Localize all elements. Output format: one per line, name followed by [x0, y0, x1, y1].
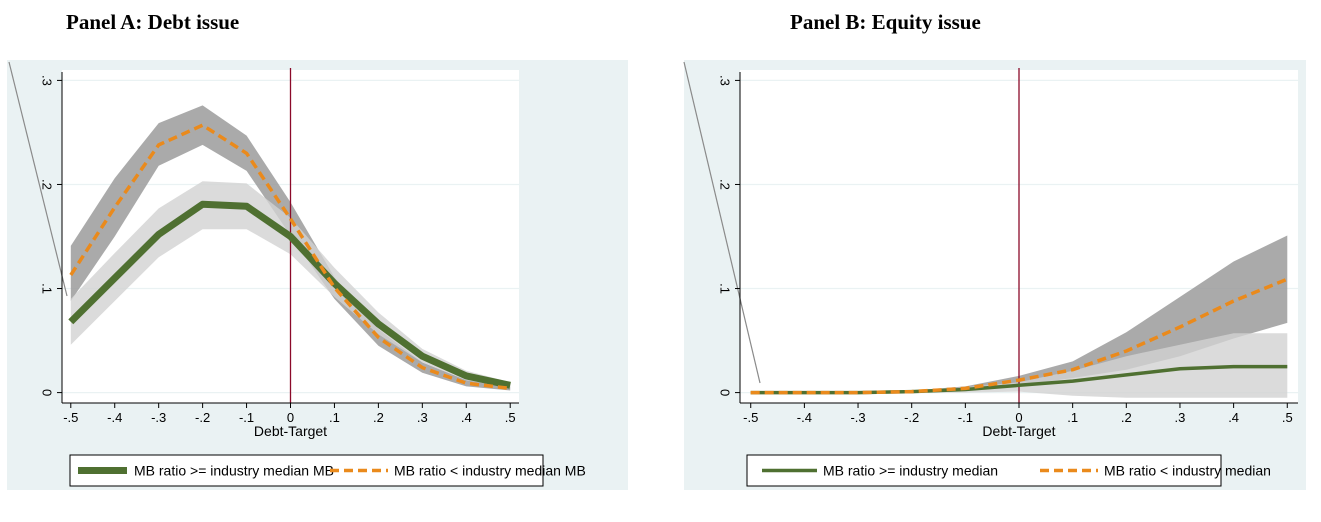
- y-tick-label: .2: [718, 179, 733, 190]
- panel-b-chart: 0 .1 .2 .3 -.5 -.4 -.3 -.2 -.1 0 .1 .2 .3 .4 .5 Debt-Ta…: [683, 60, 1306, 490]
- x-tick-label: -.4: [107, 410, 122, 425]
- x-tick-label: .5: [505, 410, 516, 425]
- x-tick-label: 0: [1015, 410, 1022, 425]
- x-tick-label: -.1: [239, 410, 254, 425]
- legend-label-high-mb: MB ratio >= industry median: [823, 463, 998, 479]
- x-tick-label: -.3: [850, 410, 865, 425]
- x-tick-label: .4: [461, 410, 472, 425]
- diagonal-line: [8, 61, 68, 297]
- x-tick-label: .3: [1175, 410, 1186, 425]
- x-tick-label: -.1: [958, 410, 973, 425]
- x-tick-label: 0: [287, 410, 294, 425]
- y-tick-label: 0: [718, 389, 733, 396]
- x-tick-label: .2: [373, 410, 384, 425]
- x-tick-label: -.2: [904, 410, 919, 425]
- panel-a-title: Panel A: Debt issue: [66, 10, 240, 34]
- y-tick-label: .1: [40, 283, 55, 294]
- x-tick-label: .4: [1228, 410, 1239, 425]
- panel-a-chart: 0 .1 .2 .3 -.5 -.4 -.3 -.2 -.1 0 .1 .2 .3 .4 .5 Debt-Ta…: [7, 60, 628, 490]
- confidence-band-high-mb: [750, 333, 1288, 398]
- x-tick-label: -.5: [63, 410, 78, 425]
- series-line-high-mb: [68, 200, 511, 389]
- x-tick-label: .3: [417, 410, 428, 425]
- legend-label-low-mb: MB ratio < industry median: [1104, 463, 1271, 479]
- legend-box: [746, 454, 1222, 487]
- legend-label-low-mb: MB ratio < industry median MB: [394, 463, 586, 479]
- series-line-low-mb: [750, 277, 1288, 395]
- series-line-low-mb: [69, 123, 511, 391]
- y-tick-label: .3: [40, 75, 55, 86]
- legend-box: [69, 454, 544, 487]
- x-tick-label: -.5: [743, 410, 758, 425]
- x-tick-label: .5: [1282, 410, 1293, 425]
- y-tick-label: 0: [40, 389, 55, 396]
- x-axis-title: Debt-Target: [254, 423, 327, 439]
- y-tick-label: .1: [718, 283, 733, 294]
- diagonal-line: [683, 61, 761, 384]
- x-tick-label: .2: [1121, 410, 1132, 425]
- panel-b-title: Panel B: Equity issue: [790, 10, 981, 34]
- x-tick-label: .1: [329, 410, 340, 425]
- x-tick-label: -.3: [151, 410, 166, 425]
- x-tick-label: -.2: [195, 410, 210, 425]
- x-tick-label: .1: [1067, 410, 1078, 425]
- x-tick-label: -.4: [797, 410, 812, 425]
- y-tick-label: .2: [40, 179, 55, 190]
- x-axis-title: Debt-Target: [982, 423, 1055, 439]
- y-tick-label: .3: [718, 75, 733, 86]
- legend-label-high-mb: MB ratio >= industry median MB: [134, 463, 334, 479]
